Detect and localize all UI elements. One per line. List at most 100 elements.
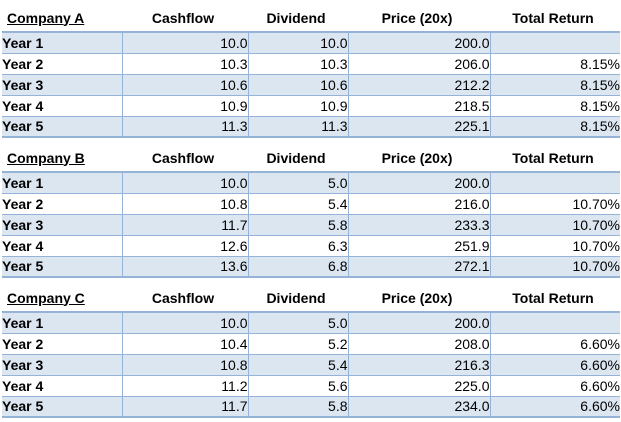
- price-value-cell[interactable]: 216.3: [347, 353, 491, 376]
- cashflow-value-cell[interactable]: 10.8: [121, 353, 249, 376]
- cashflow-value-cell[interactable]: 11.7: [121, 213, 249, 236]
- price-value-cell[interactable]: 200.0: [347, 171, 491, 194]
- dividend-value-cell[interactable]: 5.8: [247, 213, 349, 236]
- price-value-cell[interactable]: 225.1: [347, 115, 491, 138]
- year-label-cell[interactable]: Year 5: [2, 395, 123, 418]
- table-row: Year 1 10.0 5.0 200.0: [2, 311, 620, 334]
- column-header-price[interactable]: Price (20x): [381, 149, 453, 166]
- table-row: Year 4 10.9 10.9 218.5 8.15%: [2, 94, 620, 117]
- price-value-cell[interactable]: 200.0: [347, 311, 491, 334]
- dividend-value-cell[interactable]: 5.0: [247, 171, 349, 194]
- total-return-value-cell[interactable]: 10.70%: [489, 234, 620, 257]
- total-return-value-cell[interactable]: 10.70%: [489, 213, 620, 236]
- price-value-cell[interactable]: 200.0: [347, 31, 491, 54]
- column-header-total-return[interactable]: Total Return: [512, 289, 594, 306]
- price-value-cell[interactable]: 234.0: [347, 395, 491, 418]
- dividend-value-cell[interactable]: 5.0: [247, 311, 349, 334]
- dividend-value-cell[interactable]: 6.8: [247, 255, 349, 278]
- cashflow-value-cell[interactable]: 10.0: [121, 311, 249, 334]
- total-return-value-cell[interactable]: 6.60%: [489, 395, 620, 418]
- year-label-cell[interactable]: Year 2: [2, 192, 123, 215]
- dividend-value-cell[interactable]: 5.4: [247, 192, 349, 215]
- table-row: Year 3 10.6 10.6 212.2 8.15%: [2, 73, 620, 96]
- year-label-cell[interactable]: Year 3: [2, 353, 123, 376]
- total-return-value-cell[interactable]: 8.15%: [489, 94, 620, 117]
- total-return-value-cell[interactable]: [489, 171, 620, 194]
- dividend-value-cell[interactable]: 10.0: [247, 31, 349, 54]
- cashflow-value-cell[interactable]: 11.2: [121, 374, 249, 397]
- year-label-cell[interactable]: Year 4: [2, 94, 123, 117]
- company-name[interactable]: Company B: [7, 149, 85, 166]
- dividend-value-cell[interactable]: 10.9: [247, 94, 349, 117]
- cashflow-value-cell[interactable]: 10.0: [121, 31, 249, 54]
- year-label-cell[interactable]: Year 5: [2, 115, 123, 138]
- total-return-value-cell[interactable]: 6.60%: [489, 374, 620, 397]
- cashflow-value-cell[interactable]: 10.8: [121, 192, 249, 215]
- column-header-dividend[interactable]: Dividend: [266, 9, 326, 26]
- cashflow-value-cell[interactable]: 10.9: [121, 94, 249, 117]
- year-label-cell[interactable]: Year 4: [2, 374, 123, 397]
- cashflow-value-cell[interactable]: 10.0: [121, 171, 249, 194]
- table-header-row: Company B Cashflow Dividend Price (20x) …: [0, 144, 621, 171]
- column-header-cashflow[interactable]: Cashflow: [151, 289, 215, 306]
- table-row: Year 4 12.6 6.3 251.9 10.70%: [2, 234, 620, 257]
- total-return-value-cell[interactable]: 10.70%: [489, 192, 620, 215]
- year-label-cell[interactable]: Year 1: [2, 31, 123, 54]
- total-return-value-cell[interactable]: 8.15%: [489, 73, 620, 96]
- total-return-value-cell[interactable]: 6.60%: [489, 353, 620, 376]
- total-return-value-cell[interactable]: [489, 31, 620, 54]
- year-label-cell[interactable]: Year 5: [2, 255, 123, 278]
- dividend-value-cell[interactable]: 5.2: [247, 332, 349, 355]
- column-header-price[interactable]: Price (20x): [381, 9, 453, 26]
- year-label-cell[interactable]: Year 2: [2, 52, 123, 75]
- dividend-value-cell[interactable]: 5.8: [247, 395, 349, 418]
- cashflow-value-cell[interactable]: 11.7: [121, 395, 249, 418]
- column-header-cashflow[interactable]: Cashflow: [151, 149, 215, 166]
- price-value-cell[interactable]: 208.0: [347, 332, 491, 355]
- total-return-value-cell[interactable]: 8.15%: [489, 115, 620, 138]
- dividend-value-cell[interactable]: 10.3: [247, 52, 349, 75]
- price-value-cell[interactable]: 251.9: [347, 234, 491, 257]
- price-value-cell[interactable]: 212.2: [347, 73, 491, 96]
- price-value-cell[interactable]: 272.1: [347, 255, 491, 278]
- company-name[interactable]: Company A: [7, 9, 85, 26]
- total-return-value-cell[interactable]: 6.60%: [489, 332, 620, 355]
- year-label-cell[interactable]: Year 3: [2, 73, 123, 96]
- year-label-cell[interactable]: Year 2: [2, 332, 123, 355]
- table-row: Year 5 11.7 5.8 234.0 6.60%: [2, 395, 620, 418]
- dividend-value-cell[interactable]: 5.6: [247, 374, 349, 397]
- dividend-value-cell[interactable]: 5.4: [247, 353, 349, 376]
- column-header-cashflow[interactable]: Cashflow: [151, 9, 215, 26]
- table-row: Year 2 10.3 10.3 206.0 8.15%: [2, 52, 620, 75]
- year-label-cell[interactable]: Year 4: [2, 234, 123, 257]
- table-header-row: Company A Cashflow Dividend Price (20x) …: [0, 4, 621, 31]
- column-header-price[interactable]: Price (20x): [381, 289, 453, 306]
- column-header-total-return[interactable]: Total Return: [512, 9, 594, 26]
- price-value-cell[interactable]: 225.0: [347, 374, 491, 397]
- dividend-value-cell[interactable]: 6.3: [247, 234, 349, 257]
- dividend-value-cell[interactable]: 10.6: [247, 73, 349, 96]
- year-label-cell[interactable]: Year 1: [2, 171, 123, 194]
- cashflow-value-cell[interactable]: 10.3: [121, 52, 249, 75]
- total-return-value-cell[interactable]: 8.15%: [489, 52, 620, 75]
- column-header-dividend[interactable]: Dividend: [266, 289, 326, 306]
- cashflow-value-cell[interactable]: 10.4: [121, 332, 249, 355]
- company-name[interactable]: Company C: [7, 289, 85, 306]
- total-return-value-cell[interactable]: 10.70%: [489, 255, 620, 278]
- cashflow-value-cell[interactable]: 11.3: [121, 115, 249, 138]
- column-header-dividend[interactable]: Dividend: [266, 149, 326, 166]
- total-return-value-cell[interactable]: [489, 311, 620, 334]
- cashflow-value-cell[interactable]: 12.6: [121, 234, 249, 257]
- column-header-total-return[interactable]: Total Return: [512, 149, 594, 166]
- table-row: Year 3 11.7 5.8 233.3 10.70%: [2, 213, 620, 236]
- price-value-cell[interactable]: 233.3: [347, 213, 491, 236]
- price-value-cell[interactable]: 218.5: [347, 94, 491, 117]
- year-label-cell[interactable]: Year 1: [2, 311, 123, 334]
- price-value-cell[interactable]: 216.0: [347, 192, 491, 215]
- year-label-cell[interactable]: Year 3: [2, 213, 123, 236]
- cashflow-value-cell[interactable]: 10.6: [121, 73, 249, 96]
- price-value-cell[interactable]: 206.0: [347, 52, 491, 75]
- company-c-section: Company C Cashflow Dividend Price (20x) …: [0, 284, 621, 418]
- cashflow-value-cell[interactable]: 13.6: [121, 255, 249, 278]
- dividend-value-cell[interactable]: 11.3: [247, 115, 349, 138]
